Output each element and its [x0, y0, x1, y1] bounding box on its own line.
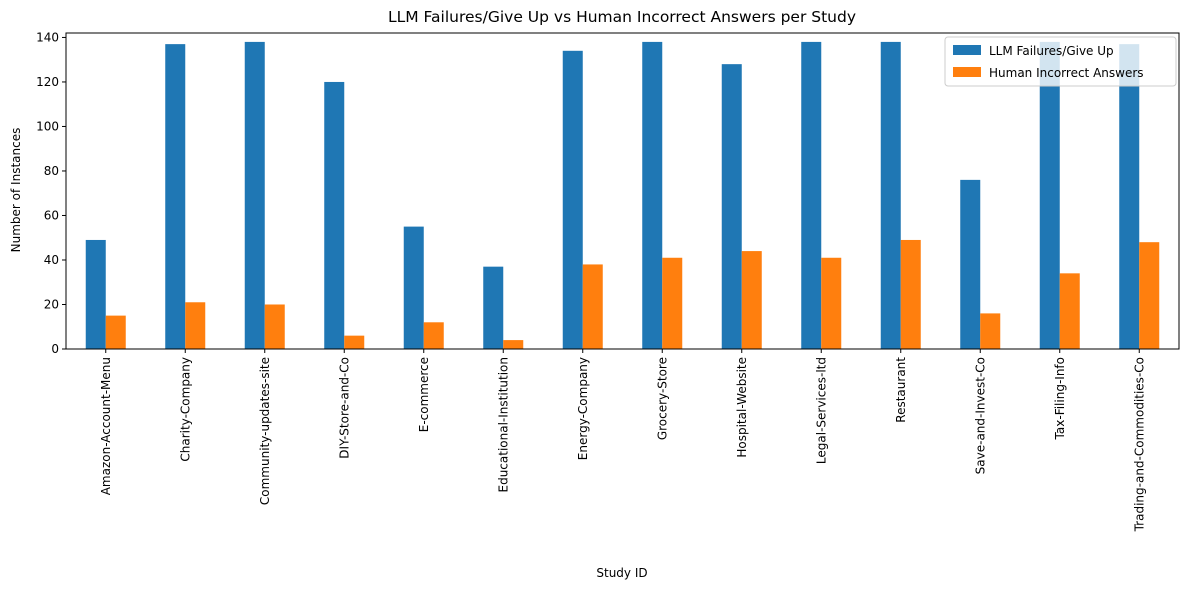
bar — [721, 64, 742, 349]
x-tick-label: Grocery-Store — [655, 357, 669, 440]
bar — [642, 41, 663, 350]
y-axis-label: Number of Instances — [9, 128, 23, 253]
axes-frame — [65, 32, 1180, 350]
legend-box — [944, 36, 1177, 87]
plot-area: 0 20 40 60 80 100 120 140 Amazon-Account-Menu Cha… — [36, 30, 1180, 532]
bar — [324, 81, 345, 349]
x-tick-label: Legal-Services-ltd — [814, 357, 828, 464]
x-axis-label: Study ID — [596, 566, 647, 580]
y-tick-label: 40 — [44, 253, 59, 267]
x-tick-label: Trading-and-Commodities-Co — [1132, 357, 1146, 532]
x-tick-label: Educational-Institution — [496, 357, 510, 493]
bar — [503, 340, 524, 349]
x-tick-label: Energy-Company — [576, 357, 590, 460]
y-tick-label: 0 — [51, 342, 59, 356]
chart-title: LLM Failures/Give Up vs Human Incorrect … — [388, 8, 856, 26]
x-tick-label: Charity-Company — [178, 357, 192, 462]
bar — [423, 322, 444, 349]
x-tick-label: Community-updates-site — [258, 357, 272, 505]
y-tick-label: 120 — [36, 75, 59, 89]
y-tick-label: 60 — [44, 208, 59, 222]
x-tick-label: Restaurant — [894, 357, 908, 423]
bar — [264, 304, 285, 349]
x-tick-label: Hospital-Website — [735, 357, 749, 458]
x-tick-label: E-commerce — [417, 357, 431, 432]
bar — [165, 44, 186, 349]
bar — [403, 226, 424, 349]
bar — [821, 257, 842, 349]
legend-label: LLM Failures/Give Up — [989, 44, 1114, 58]
bar — [85, 239, 106, 349]
bar — [900, 239, 921, 349]
bar — [741, 251, 762, 349]
bar — [582, 264, 603, 349]
bar — [344, 335, 365, 349]
legend: LLM Failures/Give Up Human Incorrect Answ… — [944, 36, 1177, 87]
bar — [880, 41, 901, 350]
bar — [1139, 242, 1160, 349]
y-tick-label: 140 — [36, 30, 59, 44]
y-tick-label: 100 — [36, 119, 59, 133]
bar — [1119, 44, 1140, 349]
y-tick-label: 20 — [44, 297, 59, 311]
bar — [562, 50, 583, 349]
bar — [244, 41, 265, 350]
bar — [105, 315, 126, 349]
bar — [1059, 273, 1080, 349]
legend-swatch — [953, 45, 981, 55]
bar — [185, 302, 206, 349]
x-tick-label: Amazon-Account-Menu — [99, 357, 113, 495]
bar — [662, 257, 683, 349]
bar — [980, 313, 1001, 349]
x-tick-label: Tax-Filing-Info — [1053, 357, 1067, 440]
y-tick-label: 80 — [44, 164, 59, 178]
x-tick-label: DIY-Store-and-Co — [337, 357, 351, 459]
bar — [1039, 41, 1060, 350]
x-tick-label: Save-and-Invest-Co — [973, 357, 987, 474]
legend-swatch — [953, 67, 981, 77]
legend-label: Human Incorrect Answers — [989, 66, 1144, 80]
bar — [483, 266, 504, 349]
bar — [801, 41, 822, 350]
bar — [960, 179, 981, 349]
